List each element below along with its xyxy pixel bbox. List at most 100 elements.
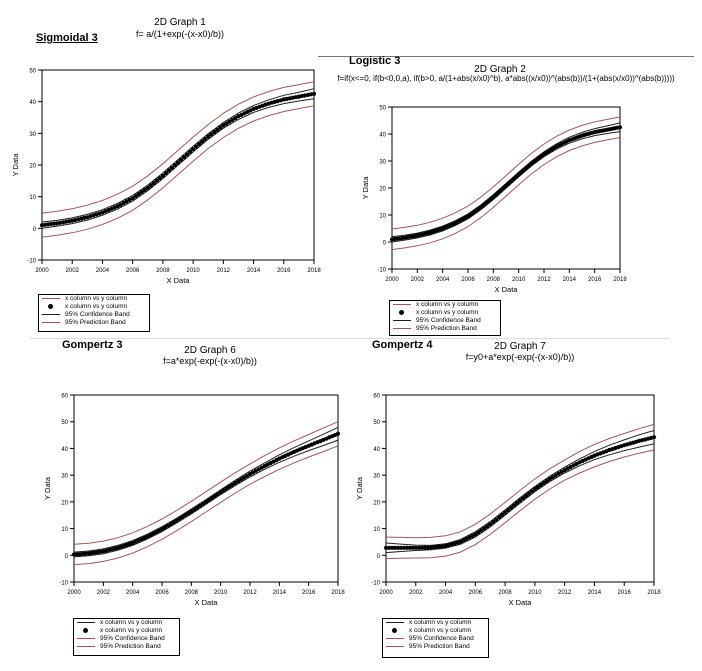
x-tick-label: 2004 [439,590,453,596]
data-point [203,136,208,142]
legend-dot-swatch [83,628,88,633]
y-tick-label: 40 [29,100,36,106]
data-point [617,125,623,130]
data-point [189,509,194,514]
series-line [73,426,339,553]
data-point [651,435,657,440]
data-point [526,491,531,496]
x-tick-label: 2002 [411,277,425,283]
x-tick-label: 2000 [35,268,49,274]
y-tick-label: 50 [379,106,386,112]
data-point [188,149,193,154]
series-line [391,137,621,251]
x-tick-label: 2010 [186,268,200,274]
y-axis-label: Y Data [43,476,52,500]
data-point [422,545,427,550]
series-line [73,439,339,558]
series-line [391,122,621,238]
x-tick-label: 2008 [498,590,512,596]
x-tick-label: 2018 [647,590,661,596]
y-tick-label: 0 [377,554,381,560]
y-tick-label: 10 [61,527,68,533]
data-point [169,165,175,170]
legend-label: 95% Prediction Band [409,643,470,650]
y-tick-label: 20 [373,500,380,506]
data-point [506,508,511,513]
x-tick-label: 2010 [214,590,228,596]
series-line [41,98,315,229]
chart-title: 2D Graph 7 [494,341,546,352]
data-point [407,545,412,550]
x-tick-label: 2014 [563,277,577,283]
y-tick-label: 20 [61,500,68,506]
data-point [290,95,295,100]
data-point [154,178,159,183]
y-tick-label: 50 [61,420,68,426]
legend-label: 95% Prediction Band [65,319,126,326]
x-tick-label: 2010 [528,590,542,596]
data-point [404,545,409,550]
y-tick-label: -10 [27,259,36,265]
model-label-logistic: Logistic 3 [349,55,401,67]
data-point [133,194,138,199]
chart-formula: f=a*exp(-exp(-(x-x0)/b)) [163,356,257,366]
x-tick-label: 2002 [97,590,111,596]
y-tick-label: -10 [59,581,68,587]
data-point [142,187,147,192]
data-point [392,545,397,550]
chart-legend: x column vs y column x column vs y colum… [73,618,180,656]
series-line [385,443,655,554]
legend-line-swatch [42,298,60,299]
x-tick-label: 2012 [537,277,551,283]
y-tick-label: 40 [61,447,68,453]
y-tick-label: 30 [379,160,386,166]
x-tick-label: 2002 [66,268,80,274]
series-line [41,105,315,238]
y-axis-label: Y Data [355,476,364,500]
data-point [145,185,150,190]
data-point [410,545,415,550]
y-tick-label: 50 [373,420,380,426]
x-tick-label: 2016 [588,277,602,283]
data-point [233,116,238,121]
y-tick-label: 10 [29,195,36,201]
data-point [395,545,400,550]
y-axis-label: Y Data [361,176,370,200]
legend-line-swatch [386,646,404,647]
data-point [181,155,187,160]
data-point [218,125,223,130]
legend-label: 95% Prediction Band [416,325,477,332]
x-tick-label: 2000 [385,277,399,283]
x-tick-label: 2012 [243,590,257,596]
model-label-gompertz-3: Gompertz 3 [62,339,123,351]
plot-frame [385,394,655,583]
y-tick-label: 30 [373,474,380,480]
data-point [509,505,514,510]
x-tick-label: 2016 [618,590,632,596]
x-tick-label: 2018 [613,277,627,283]
data-point [398,545,403,550]
data-point [212,130,217,135]
data-point [200,139,205,144]
data-point [488,522,493,527]
data-point [166,168,171,173]
data-point [194,144,199,149]
x-tick-label: 2008 [185,590,199,596]
x-tick-label: 2018 [331,590,345,596]
series-line [385,423,655,539]
data-point [500,512,505,517]
x-tick-label: 2006 [126,268,140,274]
legend-line-swatch [393,320,411,321]
data-point [425,545,430,550]
x-tick-label: 2004 [126,590,140,596]
legend-label: x column vs y column [65,303,128,310]
y-tick-label: 20 [379,187,386,193]
chart-formula: f=if(x<=0, if(b<0,0,a), if(b>0, a/(1+abs… [337,74,675,83]
y-tick-label: 0 [383,241,387,247]
x-tick-label: 2014 [588,590,602,596]
data-point [209,132,214,137]
legend-line-swatch [393,304,411,305]
y-tick-label: 10 [379,214,386,220]
series-line [73,421,339,545]
data-point [215,127,220,132]
